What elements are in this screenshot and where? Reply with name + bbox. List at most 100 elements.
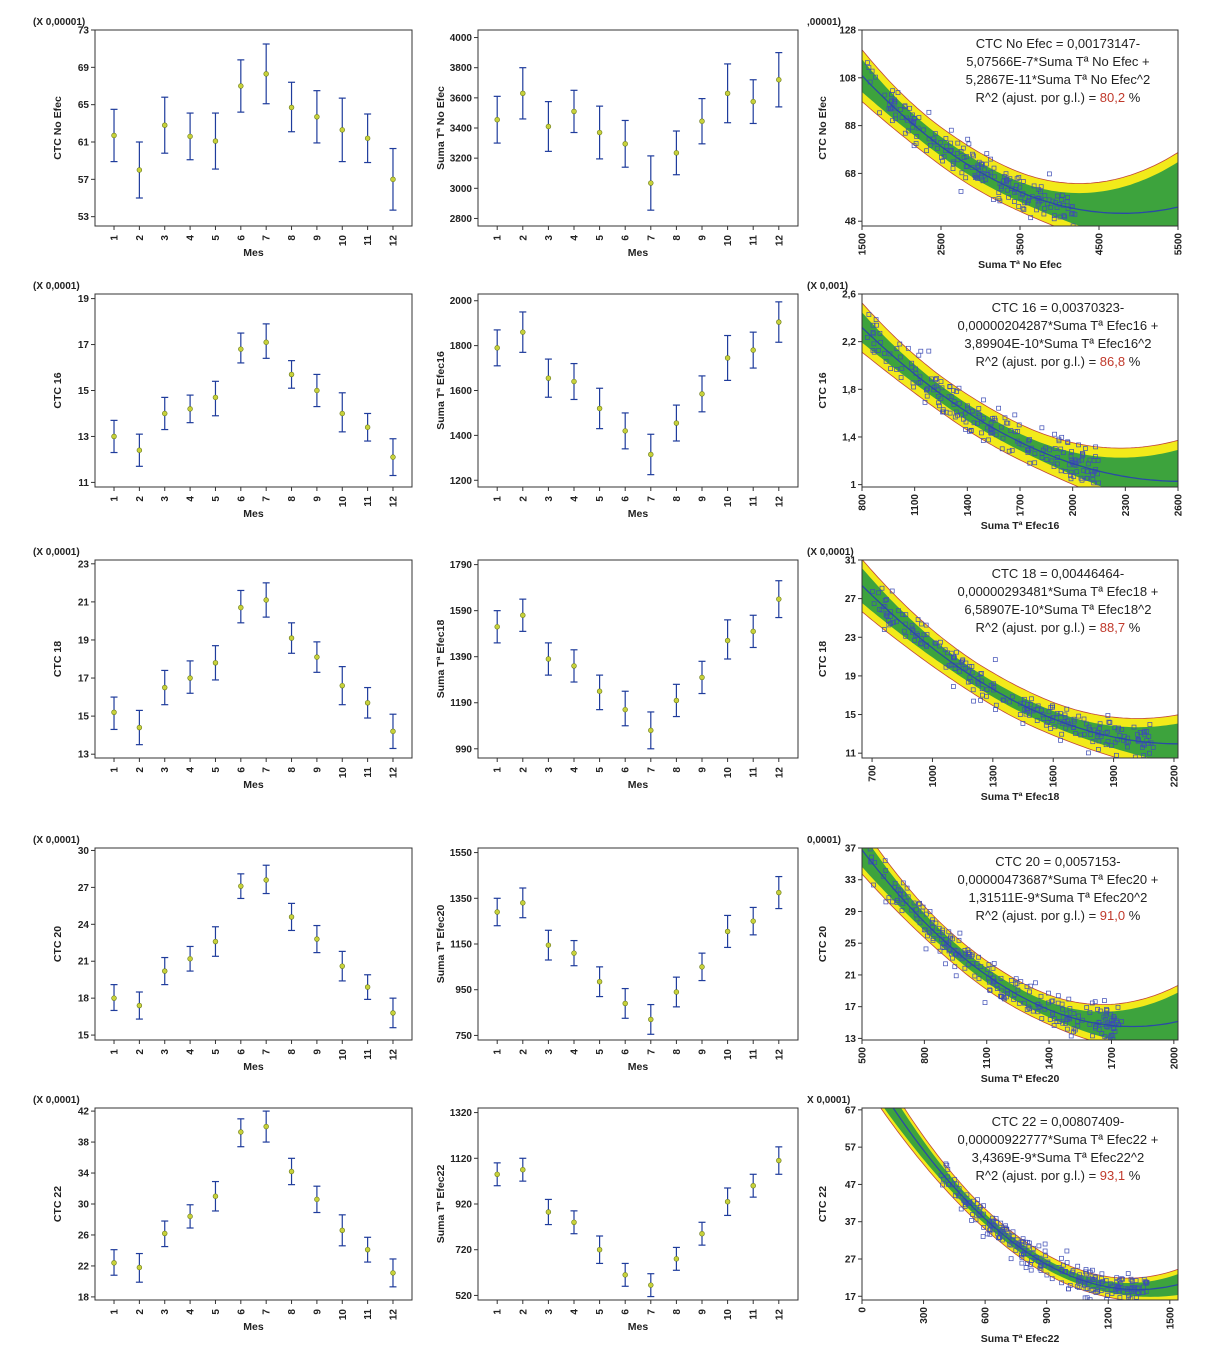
- data-point: [865, 60, 870, 66]
- data-point: [1025, 450, 1031, 455]
- y-tick-label: 108: [839, 73, 856, 84]
- data-point: [893, 619, 899, 625]
- data-point: [1016, 204, 1022, 209]
- data-point: [1065, 195, 1070, 200]
- x-tick-label: 11: [363, 767, 374, 778]
- data-point: [977, 412, 982, 418]
- data-point: [1023, 1265, 1029, 1270]
- data-point: [923, 927, 929, 933]
- data-point: [1086, 1276, 1092, 1282]
- mean-point: [648, 727, 654, 734]
- data-point: [1096, 1020, 1102, 1025]
- data-point: [969, 670, 975, 676]
- x-tick-label: 4: [186, 496, 197, 502]
- plot-frame: [861, 559, 1179, 759]
- y-tick-label: 13: [78, 432, 90, 443]
- data-point: [946, 394, 952, 400]
- data-point: [1092, 999, 1098, 1005]
- data-point: [923, 946, 929, 952]
- scale-label: (X 0,0001): [33, 281, 80, 292]
- data-point: [956, 937, 962, 943]
- data-point: [938, 379, 944, 384]
- data-point: [993, 702, 999, 708]
- scale-label: ,00001): [807, 17, 841, 28]
- mean-point: [288, 914, 295, 920]
- data-point: [870, 322, 876, 328]
- x-tick-label: 12: [388, 496, 399, 508]
- y-tick-label: 2,6: [842, 290, 856, 301]
- data-point: [1008, 1256, 1014, 1262]
- x-tick-label: 900: [1042, 1307, 1053, 1324]
- data-point: [967, 1200, 972, 1206]
- x-tick-label: 8: [672, 235, 683, 241]
- data-point: [1054, 1019, 1060, 1024]
- mean-point: [136, 724, 143, 731]
- confidence-band: [884, 1108, 1178, 1297]
- y-tick-label: 24: [78, 920, 90, 931]
- x-tick-label: 8: [287, 235, 298, 241]
- mean-point: [314, 654, 320, 660]
- x-tick-label: 500: [858, 1047, 869, 1064]
- data-point: [867, 848, 873, 852]
- data-point: [881, 627, 887, 632]
- y-tick-label: 1,4: [842, 432, 856, 443]
- y-tick-label: 18: [78, 1292, 90, 1303]
- plot-frame: [94, 29, 413, 227]
- data-point: [991, 687, 997, 693]
- data-point: [1058, 737, 1063, 743]
- y-tick-label: 23: [845, 633, 857, 644]
- mean-point: [596, 979, 603, 985]
- data-point: [934, 376, 939, 381]
- x-tick-label: 1400: [1045, 1047, 1056, 1070]
- fit-line: [862, 327, 1178, 482]
- x-tick-label: 2000: [1169, 1047, 1180, 1070]
- data-point: [991, 961, 997, 966]
- r2-suffix: %: [1125, 354, 1141, 369]
- data-point: [1076, 1013, 1081, 1019]
- data-point: [1111, 1014, 1117, 1019]
- data-point: [961, 155, 967, 160]
- x-tick-label: 2: [135, 496, 146, 502]
- data-point: [948, 933, 954, 939]
- data-point: [1090, 471, 1095, 477]
- data-point: [1077, 1272, 1082, 1278]
- data-point: [954, 649, 959, 655]
- x-tick-label: 8: [672, 496, 683, 502]
- y-tick-label: 21: [78, 597, 90, 608]
- data-point: [1019, 1260, 1025, 1266]
- y-tick-label: 53: [78, 212, 90, 223]
- y-tick-label: 2000: [450, 296, 473, 307]
- data-point: [980, 438, 986, 443]
- mean-point: [750, 628, 756, 635]
- x-tick-label: 9: [312, 235, 323, 241]
- data-point: [1042, 1248, 1048, 1254]
- data-point: [890, 899, 895, 905]
- mean-point: [776, 596, 782, 602]
- data-point: [923, 622, 929, 628]
- data-point: [1004, 176, 1010, 182]
- y-tick-label: 27: [845, 1254, 857, 1265]
- data-point: [1047, 1017, 1053, 1022]
- y-axis-label: Suma Tª Efec22: [435, 1165, 447, 1244]
- data-point: [916, 352, 922, 358]
- x-tick-label: 3: [544, 767, 555, 773]
- x-axis-label: Mes: [628, 1061, 649, 1073]
- data-point: [871, 882, 876, 888]
- data-point: [967, 428, 972, 434]
- data-point: [1112, 725, 1118, 731]
- data-point: [977, 671, 983, 677]
- data-point: [1055, 993, 1061, 999]
- y-tick-label: 520: [455, 1291, 472, 1302]
- data-point: [1059, 1001, 1065, 1007]
- y-tick-label: 69: [78, 63, 90, 74]
- y-tick-label: 22: [78, 1261, 90, 1272]
- data-point: [1140, 1290, 1146, 1295]
- data-point: [1011, 997, 1017, 1002]
- x-axis-label: Mes: [628, 1321, 649, 1333]
- data-point: [917, 920, 923, 926]
- x-tick-label: 8: [672, 1049, 683, 1055]
- data-point: [913, 366, 918, 372]
- data-point: [1027, 1006, 1033, 1011]
- data-point: [956, 951, 962, 957]
- data-point: [886, 622, 892, 628]
